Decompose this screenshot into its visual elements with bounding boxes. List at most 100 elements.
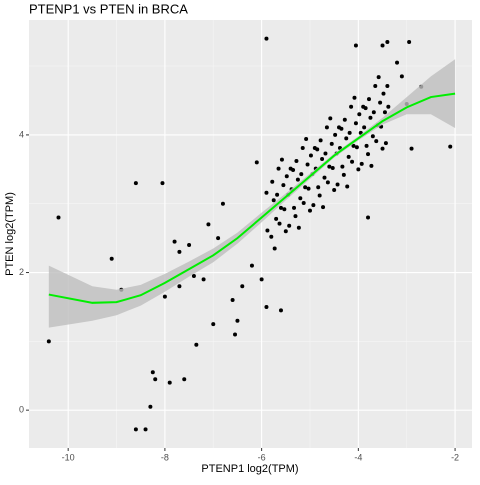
point <box>353 121 358 126</box>
point <box>283 229 288 234</box>
point <box>374 139 379 144</box>
point <box>187 243 192 248</box>
point <box>407 40 412 45</box>
point <box>353 43 358 48</box>
point <box>240 284 245 289</box>
point <box>282 207 287 212</box>
point <box>346 154 351 159</box>
point <box>321 205 326 210</box>
point <box>307 208 312 213</box>
point <box>344 136 349 141</box>
point <box>395 60 400 65</box>
chart-title: PTENP1 vs PTEN in BRCA <box>29 1 188 16</box>
point <box>296 225 301 230</box>
y-tick-label: 2 <box>19 267 24 277</box>
point <box>350 159 355 164</box>
point <box>291 168 296 173</box>
point <box>278 205 283 210</box>
point <box>275 192 280 197</box>
point <box>385 40 390 45</box>
point <box>320 156 325 161</box>
point <box>177 249 182 254</box>
point <box>264 190 269 195</box>
point <box>373 84 378 89</box>
point <box>371 110 376 115</box>
point <box>274 216 279 221</box>
x-tick-label: -8 <box>161 452 169 462</box>
x-tick-label: -6 <box>258 452 266 462</box>
point <box>206 222 211 227</box>
point <box>327 164 332 169</box>
point <box>342 117 347 122</box>
point <box>300 145 305 150</box>
point <box>281 183 286 188</box>
plot-panel <box>29 20 472 448</box>
point <box>277 221 282 226</box>
x-tick-label: -2 <box>451 452 459 462</box>
point <box>292 205 297 210</box>
point <box>271 198 276 203</box>
point <box>270 179 275 184</box>
point <box>153 377 158 382</box>
point <box>352 95 357 100</box>
point <box>366 215 371 220</box>
point <box>329 141 334 146</box>
point <box>322 175 327 180</box>
point <box>351 143 356 148</box>
point <box>306 186 311 191</box>
point <box>386 104 391 109</box>
point <box>359 161 364 166</box>
point <box>370 134 375 139</box>
point <box>333 132 338 137</box>
point <box>317 193 322 198</box>
point <box>133 181 138 186</box>
point <box>46 339 51 344</box>
point <box>272 246 277 251</box>
point <box>249 263 254 268</box>
smooth-line <box>48 92 456 304</box>
point <box>264 36 269 41</box>
point <box>230 298 235 303</box>
x-tick-label: -4 <box>354 452 362 462</box>
point <box>303 185 308 190</box>
point <box>316 185 321 190</box>
point <box>220 201 225 206</box>
point <box>109 256 114 261</box>
point <box>254 160 259 165</box>
point <box>56 215 61 220</box>
point <box>298 196 303 201</box>
point <box>409 146 414 151</box>
point <box>259 277 264 282</box>
point <box>265 228 270 233</box>
point <box>325 180 330 185</box>
point <box>301 201 306 206</box>
point <box>347 130 352 135</box>
point <box>269 234 274 239</box>
point <box>340 164 345 169</box>
point <box>182 377 187 382</box>
point <box>363 106 368 111</box>
point <box>341 172 346 177</box>
y-tick-label: 4 <box>19 129 24 139</box>
point <box>276 166 281 171</box>
point <box>385 84 390 89</box>
point <box>382 110 387 115</box>
point <box>211 322 216 327</box>
point <box>162 294 167 299</box>
point <box>287 223 292 228</box>
point <box>233 332 238 337</box>
point <box>150 370 155 375</box>
point <box>235 318 240 323</box>
point <box>332 187 337 192</box>
point <box>160 181 165 186</box>
point <box>368 115 373 120</box>
point <box>293 214 298 219</box>
y-axis-title: PTEN log2(TPM) <box>4 192 16 276</box>
point <box>294 159 299 164</box>
point <box>167 380 172 385</box>
point <box>335 182 340 187</box>
point <box>378 100 383 105</box>
point <box>143 427 148 432</box>
point <box>356 167 361 172</box>
